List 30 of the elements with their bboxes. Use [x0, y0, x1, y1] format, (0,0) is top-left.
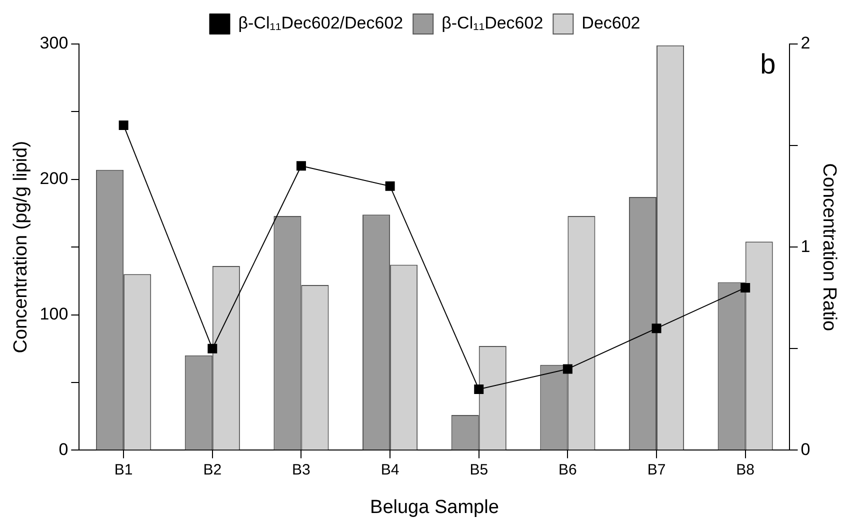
x-tick-label: B8 [736, 461, 755, 478]
point [208, 344, 218, 354]
point [474, 384, 484, 394]
legend-label: β-Cl₁₁Dec602/Dec602 [238, 14, 404, 33]
x-tick-label: B3 [292, 461, 310, 478]
y-axis-title: Concentration (pg/g lipid) [10, 140, 32, 354]
point [562, 364, 572, 374]
x-tick-label: B2 [203, 461, 222, 478]
y-tick-label: 100 [40, 304, 68, 324]
y2-tick-label: 1 [800, 236, 810, 256]
y2-tick-label: 0 [800, 440, 810, 459]
y-tick-label: 200 [40, 169, 68, 188]
x-axis-title: Beluga Sample [370, 496, 499, 518]
point [296, 161, 306, 171]
x-tick-label: B5 [470, 461, 488, 478]
legend-label: β-Cl₁₁Dec602 [442, 14, 544, 33]
annotation: b [760, 48, 776, 80]
y2-tick-label: 2 [800, 34, 810, 53]
x-tick-label: B7 [647, 461, 666, 478]
x-tick-label: B1 [114, 461, 133, 478]
point [385, 181, 395, 191]
point [118, 120, 128, 130]
x-tick-label: B4 [380, 461, 400, 478]
x-tick-label: B6 [558, 461, 577, 478]
y-tick-label: 300 [40, 34, 68, 53]
y-tick-label: 0 [58, 440, 68, 459]
legend-label: Dec602 [582, 14, 640, 33]
point [740, 282, 750, 292]
point [652, 324, 662, 334]
y2-axis-title: Concentration Ratio [818, 163, 840, 332]
